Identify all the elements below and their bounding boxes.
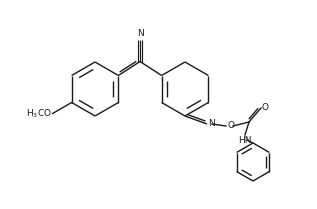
Text: HN: HN xyxy=(238,136,252,145)
Text: H$_3$CO: H$_3$CO xyxy=(26,107,52,120)
Text: N: N xyxy=(137,29,143,38)
Text: O: O xyxy=(262,102,269,111)
Text: N: N xyxy=(208,120,215,129)
Text: O: O xyxy=(228,121,235,130)
